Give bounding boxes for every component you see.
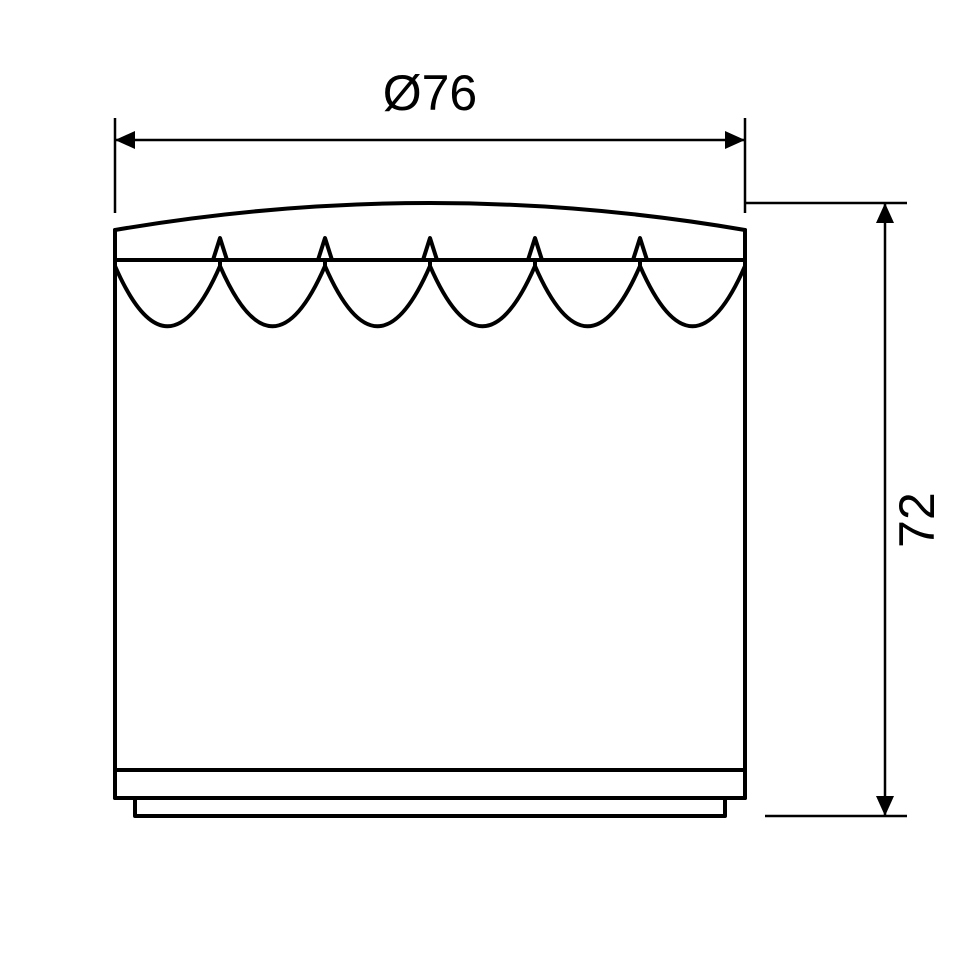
arrowhead — [876, 796, 894, 816]
top-dome — [115, 203, 745, 230]
technical-drawing: Ø76 72 — [0, 0, 960, 960]
arrowhead — [115, 131, 135, 149]
dim-label-diameter: Ø76 — [383, 65, 478, 121]
arrowhead — [725, 131, 745, 149]
crimp-cusp — [318, 238, 332, 260]
crimp-scallops — [115, 260, 745, 326]
crimp-cusp — [213, 238, 227, 260]
base-gasket — [135, 798, 725, 816]
crimp-cusp — [423, 238, 437, 260]
arrowhead — [876, 203, 894, 223]
dim-label-height: 72 — [889, 492, 945, 548]
crimp-cusp — [528, 238, 542, 260]
crimp-cusp — [633, 238, 647, 260]
dimensions — [115, 118, 907, 816]
oil-filter-outline — [115, 203, 745, 816]
